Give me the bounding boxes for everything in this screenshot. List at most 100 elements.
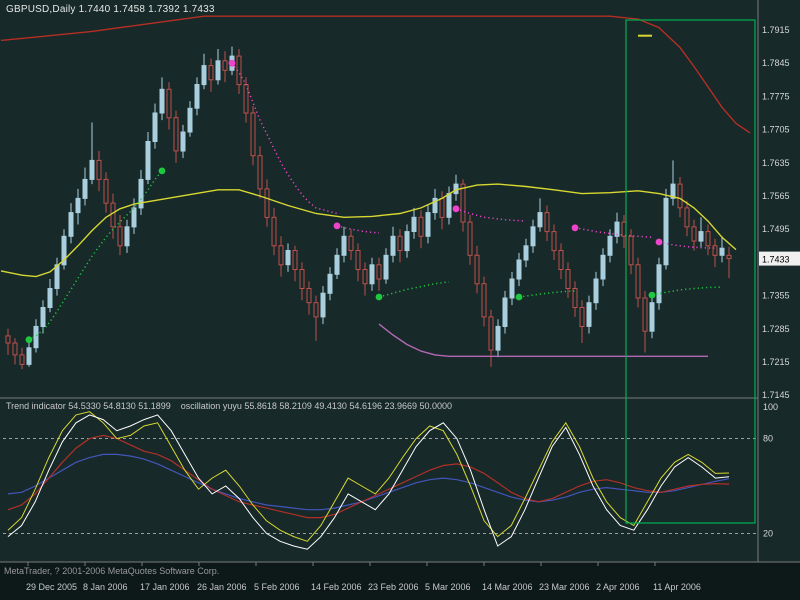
- candle-body: [474, 254, 480, 285]
- candle-body: [285, 250, 291, 266]
- buy-trail-green-4-dot: [648, 291, 656, 299]
- candle-body: [348, 235, 354, 252]
- candle-body: [628, 235, 634, 266]
- candle-body: [649, 302, 655, 332]
- price-axis-label: 1.7565: [762, 191, 790, 201]
- candle-body: [544, 212, 550, 233]
- candle-body: [467, 221, 473, 256]
- date-axis-label: 8 Jan 2006: [83, 582, 128, 592]
- candle-body: [103, 178, 109, 204]
- sell-trail-magenta-4-dot: [571, 224, 579, 232]
- candle-body: [418, 216, 424, 237]
- candle-body: [166, 88, 172, 119]
- candle-body: [593, 278, 599, 304]
- candle-body: [89, 159, 95, 180]
- candle-body: [138, 178, 144, 209]
- candle-body: [54, 264, 60, 289]
- candle-body: [383, 254, 389, 280]
- current-price-tag: [759, 251, 800, 266]
- candle-body: [215, 60, 221, 81]
- candle-body: [698, 231, 704, 242]
- buy-trail-green-1-dot: [25, 336, 33, 344]
- candle-body: [264, 188, 270, 218]
- candle-body: [551, 231, 557, 252]
- candle-body: [600, 254, 606, 280]
- candle-body: [26, 347, 32, 365]
- candle-body: [376, 264, 382, 280]
- candle-body: [369, 264, 375, 285]
- date-axis-label: 14 Mar 2006: [482, 582, 533, 592]
- candle-body: [292, 250, 298, 270]
- candle-body: [446, 193, 452, 218]
- candle-body: [40, 307, 46, 327]
- candle-body: [124, 226, 130, 247]
- trend-indicator-values: Trend indicator 54.5330 54.8130 51.1899: [6, 401, 171, 411]
- candle-body: [334, 254, 340, 275]
- candle-body: [607, 235, 613, 256]
- candle-body: [313, 302, 319, 318]
- date-axis-label: 26 Jan 2006: [197, 582, 247, 592]
- oscillation-indicator-values: oscillation yuyu 55.8618 58.2109 49.4130…: [180, 401, 453, 411]
- date-axis-label: 23 Mar 2006: [539, 582, 590, 592]
- sell-trail-magenta-1-dot: [228, 59, 236, 67]
- candle-body: [145, 141, 151, 180]
- copyright-text: MetaTrader, ? 2001-2006 MetaQuotes Softw…: [4, 566, 220, 576]
- price-axis-label: 1.7285: [762, 324, 790, 334]
- candle-body: [670, 183, 676, 199]
- price-axis-label: 1.7845: [762, 58, 790, 68]
- candle-body: [187, 107, 193, 133]
- candle-body: [222, 60, 228, 71]
- candle-body: [481, 283, 487, 318]
- candle-body: [642, 297, 648, 332]
- highlight-rectangle[interactable]: [625, 19, 756, 524]
- price-axis-label: 1.7355: [762, 291, 790, 301]
- candle-body: [180, 131, 186, 152]
- date-axis-label: 11 Apr 2006: [653, 582, 701, 592]
- buy-trail-green-1-line: [28, 170, 163, 341]
- candle-body: [572, 288, 578, 308]
- candle-body: [516, 259, 522, 280]
- candle-body: [530, 226, 536, 247]
- candle-body: [159, 88, 165, 114]
- candle-body: [208, 65, 214, 81]
- candle-body: [726, 254, 732, 260]
- date-axis-label: 2 Apr 2006: [596, 582, 640, 592]
- candle-body: [411, 216, 417, 233]
- sell-trail-magenta-3-line: [455, 208, 527, 222]
- price-axis-label: 1.7705: [762, 125, 790, 135]
- candle-body: [397, 235, 403, 252]
- osc-line-slow-blue: [7, 453, 730, 511]
- candle-body: [390, 235, 396, 256]
- price-axis-label: 1.7635: [762, 158, 790, 168]
- candle-body: [250, 112, 256, 157]
- candle-body: [68, 212, 74, 237]
- candle-body: [439, 197, 445, 218]
- price-axis-label: 1.7915: [762, 25, 790, 35]
- candle-body: [635, 264, 641, 299]
- candle-body: [12, 342, 18, 356]
- candle-body: [278, 245, 284, 266]
- candle-body: [719, 247, 725, 256]
- buy-trail-green-2-dot: [375, 293, 383, 301]
- buy-trail-green-2-line: [378, 281, 450, 298]
- candle-body: [677, 183, 683, 209]
- osc-line-fast-yellow: [7, 411, 730, 542]
- candle-body: [173, 117, 179, 152]
- candle-body: [460, 183, 466, 223]
- time-axis-strip: [0, 562, 800, 600]
- candle-body: [362, 269, 368, 285]
- sell-trail-magenta-3-dot: [452, 205, 460, 213]
- buy-trail-green-3-line: [518, 290, 576, 298]
- candle-body: [327, 273, 333, 294]
- candle-body: [117, 226, 123, 247]
- candle-body: [614, 221, 620, 237]
- candle-body: [502, 297, 508, 327]
- date-axis-label: 23 Feb 2006: [368, 582, 419, 592]
- price-axis-label: 1.7215: [762, 357, 790, 367]
- candle-body: [432, 197, 438, 214]
- candle-body: [656, 264, 662, 304]
- baseline-yellow-line: [0, 183, 737, 278]
- candle-body: [47, 288, 53, 308]
